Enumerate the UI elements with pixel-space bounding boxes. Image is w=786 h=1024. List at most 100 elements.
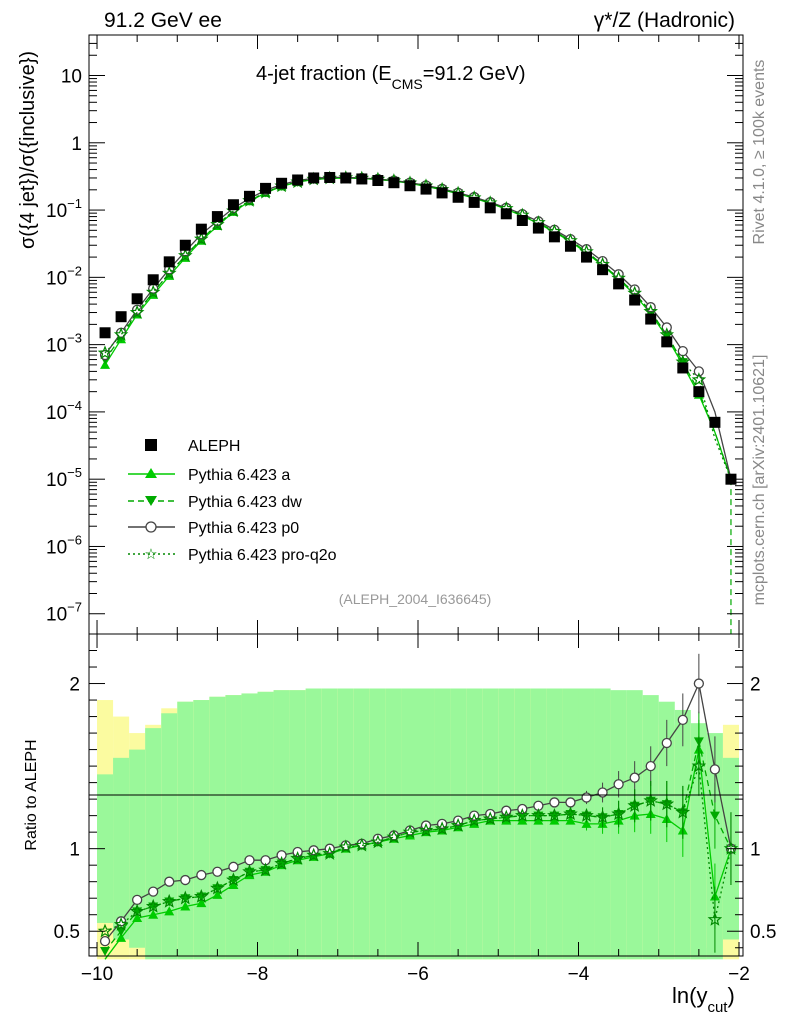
ratio-series-point bbox=[402, 824, 418, 839]
ratio-series-point bbox=[709, 764, 721, 775]
ratio-series-point bbox=[707, 912, 723, 926]
main-plot-frame bbox=[88, 34, 744, 635]
ratio-series-line bbox=[104, 741, 732, 952]
ratio-series-point bbox=[597, 787, 608, 798]
ratio-series-point bbox=[659, 796, 675, 811]
ratio-series-point bbox=[242, 864, 257, 878]
aleph-data-point bbox=[484, 202, 496, 214]
legend: ALEPH Pythia 6.423 a Pythia 6.423 dw Pyt… bbox=[128, 438, 337, 564]
y-tick-label-base: 10 bbox=[46, 201, 67, 222]
x-axis-label-main: ln(y bbox=[672, 983, 707, 1008]
aleph-data-point bbox=[532, 222, 544, 234]
aleph-data-point bbox=[436, 187, 448, 199]
aleph-data-point bbox=[115, 311, 127, 323]
y-tick-label-base: 10 bbox=[46, 336, 67, 357]
legend-marker-a bbox=[145, 468, 157, 478]
aleph-data-point bbox=[404, 180, 416, 192]
ratio-series-point bbox=[675, 804, 691, 819]
ratio-series-point bbox=[210, 880, 225, 895]
ratio-series-point bbox=[563, 806, 578, 821]
band-green-bin bbox=[385, 688, 402, 960]
ratio-series-point bbox=[418, 822, 434, 837]
band-green-bin bbox=[177, 701, 194, 960]
x-axis-label: ln(ycut) bbox=[672, 983, 735, 1016]
aleph-data-point bbox=[163, 256, 175, 268]
aleph-data-point bbox=[709, 416, 721, 428]
ratio-series-point bbox=[581, 818, 592, 828]
y-tick-label: 10−4 bbox=[46, 398, 82, 424]
aleph-data-point bbox=[645, 313, 657, 325]
aleph-data-point bbox=[613, 278, 625, 290]
ratio-series-point bbox=[228, 861, 239, 872]
ratio-series-point bbox=[370, 834, 386, 849]
ratio-series-point bbox=[194, 888, 209, 903]
aleph-data-point bbox=[564, 240, 576, 252]
ratio-series-point bbox=[274, 855, 289, 870]
y-tick-label-exponent: −5 bbox=[67, 465, 82, 480]
band-green-bin bbox=[369, 688, 386, 960]
y-tick-label: 10 bbox=[61, 67, 82, 88]
y-tick-label: 10−1 bbox=[46, 196, 82, 222]
main-series-point bbox=[691, 372, 707, 387]
aleph-data-point bbox=[179, 239, 191, 251]
aleph-data-point bbox=[597, 264, 609, 276]
ratio-y-tick-label: 2 bbox=[69, 675, 80, 696]
ratio-series-point bbox=[99, 935, 111, 947]
ratio-series-point bbox=[709, 811, 720, 821]
band-green-bin bbox=[161, 713, 178, 960]
ratio-y-tick-label: 1 bbox=[69, 840, 80, 861]
band-green-bin bbox=[273, 690, 290, 960]
ratio-series-point bbox=[386, 829, 402, 844]
legend-marker-pro-q2o: ☆ bbox=[144, 546, 157, 563]
ratio-series-point bbox=[148, 886, 159, 897]
legend-marker-dw bbox=[145, 496, 157, 506]
x-tick-label: −10 bbox=[81, 964, 113, 985]
aleph-data-point bbox=[308, 172, 320, 184]
main-series-line bbox=[104, 177, 732, 480]
aleph-data-point bbox=[661, 336, 673, 348]
ratio-series-point bbox=[482, 811, 498, 826]
legend-label-dw: Pythia 6.423 dw bbox=[188, 494, 302, 511]
main-series-line bbox=[104, 176, 732, 480]
y-tick-label-exponent: −3 bbox=[67, 331, 82, 346]
aleph-data-point bbox=[147, 274, 159, 286]
legend-marker-aleph bbox=[145, 439, 157, 451]
aleph-data-point bbox=[388, 177, 400, 189]
aleph-data-point bbox=[516, 214, 528, 226]
aleph-data-point bbox=[99, 327, 111, 339]
x-tick-label: −6 bbox=[407, 964, 429, 985]
ratio-series-point bbox=[338, 839, 354, 854]
legend-label-pro-q2o: Pythia 6.423 pro-q2o bbox=[188, 547, 337, 564]
main-series-line bbox=[104, 177, 732, 480]
aleph-data-point bbox=[243, 190, 255, 202]
aleph-data-point bbox=[292, 174, 304, 186]
aleph-data-point bbox=[500, 208, 512, 220]
ratio-series-point bbox=[164, 876, 175, 887]
aleph-data-point bbox=[276, 177, 288, 189]
ratio-y-tick-label: 0.5 bbox=[54, 922, 80, 943]
ratio-series-point bbox=[196, 898, 207, 908]
aleph-data-point bbox=[420, 183, 432, 195]
y-tick-label: 10−6 bbox=[46, 532, 82, 558]
y-tick-label-base: 10 bbox=[46, 470, 67, 491]
legend-label-p0: Pythia 6.423 p0 bbox=[188, 520, 299, 537]
ratio-series-point bbox=[499, 809, 514, 824]
band-green-bin bbox=[97, 774, 114, 923]
ratio-series-point bbox=[180, 874, 191, 886]
main-series-point bbox=[97, 345, 113, 360]
ratio-series-point bbox=[613, 779, 624, 790]
band-green-bin bbox=[305, 688, 322, 960]
aleph-data-point bbox=[629, 294, 641, 306]
ratio-series-point bbox=[354, 837, 370, 852]
ratio-series-point bbox=[450, 817, 466, 832]
main-series-point bbox=[677, 345, 688, 357]
ratio-series-point bbox=[258, 862, 273, 877]
ratio-series-point bbox=[116, 932, 127, 942]
band-green-bin bbox=[401, 688, 419, 960]
band-green-bin bbox=[241, 693, 258, 960]
aleph-data-point bbox=[131, 293, 143, 305]
ratio-series-point bbox=[531, 807, 546, 822]
ratio-series-line bbox=[104, 749, 732, 960]
plot-title-tail: =91.2 GeV) bbox=[423, 63, 526, 85]
